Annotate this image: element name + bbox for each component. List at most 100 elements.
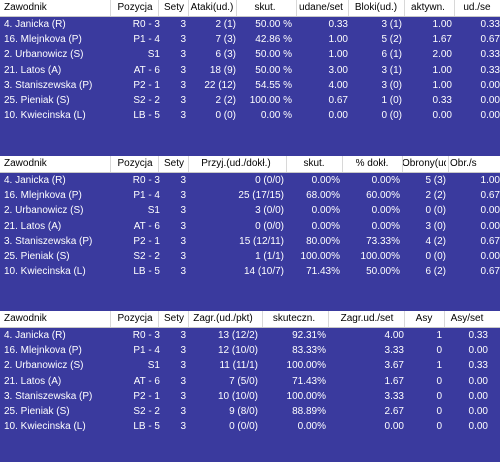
- column-divider[interactable]: [110, 0, 111, 16]
- column-header[interactable]: ud./se: [463, 2, 491, 13]
- stats-table-3: Zawodnik Pozycja Sety Zagr.(ud./pkt) skutecz…: [0, 311, 500, 434]
- column-divider[interactable]: [404, 311, 405, 327]
- table-cell: 9 (8/0): [229, 405, 258, 417]
- table-row[interactable]: 21. Latos (A) AT - 6 3 18 (9) 50.00 % 3.00 3 (…: [0, 63, 500, 78]
- column-divider[interactable]: [342, 156, 343, 172]
- column-divider[interactable]: [158, 311, 159, 327]
- column-divider[interactable]: [110, 311, 111, 327]
- column-header[interactable]: Asy: [415, 313, 433, 324]
- table-cell: S1: [147, 360, 160, 372]
- player-name: 2. Urbanowicz (S): [4, 205, 84, 217]
- column-header[interactable]: Przyj.(ud./dokł.): [201, 158, 271, 169]
- column-divider[interactable]: [188, 156, 189, 172]
- column-divider[interactable]: [262, 311, 263, 327]
- table-row[interactable]: 4. Janicka (R) R0 - 3 3 13 (12/2) 92.31% 4.00…: [0, 328, 500, 343]
- column-header[interactable]: aktywn.: [411, 2, 445, 13]
- column-divider[interactable]: [402, 156, 403, 172]
- table-row[interactable]: 4. Janicka (R) R0 - 3 3 2 (1) 50.00 % 0.33 3 (…: [0, 17, 500, 32]
- column-header[interactable]: Sety: [163, 313, 184, 324]
- table-cell: 92.31%: [292, 330, 326, 341]
- table-row[interactable]: 16. Mlejnkova (P) P1 - 4 3 7 (3) 42.86 % 1.00…: [0, 32, 500, 47]
- column-header[interactable]: Bloki(ud.): [354, 2, 398, 13]
- column-divider[interactable]: [328, 311, 329, 327]
- column-header[interactable]: skut.: [254, 2, 276, 13]
- table-row[interactable]: 16. Mlejnkova (P) P1 - 4 3 12 (10/0) 83.33% 3…: [0, 343, 500, 358]
- column-divider[interactable]: [188, 0, 189, 16]
- table-row[interactable]: 25. Pieniak (S) S2 - 2 3 1 (1/1) 100.00% 100.…: [0, 249, 500, 264]
- table-cell: 0 (0/0): [255, 175, 284, 186]
- table-cell: 0 (0): [425, 250, 446, 262]
- table-row[interactable]: 2. Urbanowicz (S) S1 3 3 (0/0) 0.00% 0.00% 0 (…: [0, 203, 500, 218]
- column-divider[interactable]: [286, 156, 287, 172]
- column-header[interactable]: udane/set: [299, 2, 343, 13]
- column-divider[interactable]: [296, 0, 297, 16]
- table-row[interactable]: 3. Staniszewska (P) P2 - 1 3 10 (10/0) 100.0…: [0, 389, 500, 404]
- column-divider[interactable]: [448, 156, 449, 172]
- table-cell: 3: [180, 190, 186, 202]
- column-header[interactable]: Zawodnik: [4, 158, 47, 169]
- table-row[interactable]: 2. Urbanowicz (S) S1 3 6 (3) 50.00 % 1.00 6 (1…: [0, 47, 500, 62]
- table-cell: 1.00: [328, 49, 348, 61]
- column-divider[interactable]: [404, 0, 405, 16]
- table-cell: 3: [180, 205, 186, 217]
- table-header[interactable]: Zawodnik Pozycja Sety Zagr.(ud./pkt) skutecz…: [0, 311, 500, 328]
- table-cell: 3: [180, 94, 186, 106]
- column-header[interactable]: Pozycja: [117, 158, 153, 169]
- table-row[interactable]: 2. Urbanowicz (S) S1 3 11 (11/1) 100.00% 3.67…: [0, 358, 500, 373]
- table-cell: 5 (3): [425, 175, 446, 186]
- table-cell: P2 - 1: [133, 390, 160, 402]
- table-row[interactable]: 25. Pieniak (S) S2 - 2 3 9 (8/0) 88.89% 2.67 0…: [0, 404, 500, 419]
- table-cell: 10 (10/0): [217, 390, 258, 402]
- table-cell: 2.00: [432, 49, 452, 61]
- table-row[interactable]: 16. Mlejnkova (P) P1 - 4 3 25 (17/15) 68.00%…: [0, 188, 500, 203]
- table-cell: S2 - 2: [133, 405, 160, 417]
- column-divider[interactable]: [188, 311, 189, 327]
- column-header[interactable]: Zawodnik: [4, 2, 47, 13]
- column-divider[interactable]: [236, 0, 237, 16]
- column-header[interactable]: Pozycja: [117, 313, 153, 324]
- table-cell: 0.00%: [297, 421, 326, 433]
- table-row[interactable]: 25. Pieniak (S) S2 - 2 3 2 (2) 100.00 % 0.67 1…: [0, 93, 500, 108]
- table-row[interactable]: 10. Kwiecinska (L) LB - 5 3 14 (10/7) 71.43%…: [0, 264, 500, 279]
- table-cell: 100.00%: [360, 250, 400, 262]
- column-header[interactable]: Asy/set: [450, 313, 484, 324]
- table-cell: 50.00 %: [255, 19, 292, 30]
- column-header[interactable]: skut.: [303, 158, 325, 169]
- column-header[interactable]: skuteczn.: [272, 313, 316, 324]
- table-row[interactable]: 21. Latos (A) AT - 6 3 0 (0/0) 0.00% 0.00% 3 (…: [0, 219, 500, 234]
- table-header[interactable]: Zawodnik Pozycja Sety Przyj.(ud./dokł.) skut…: [0, 156, 500, 173]
- table-row[interactable]: 10. Kwiecinska (L) LB - 5 3 0 (0/0) 0.00% 0.0…: [0, 419, 500, 434]
- player-name: 25. Pieniak (S): [4, 94, 70, 106]
- player-name: 10. Kwiecinska (L): [4, 110, 86, 122]
- table-cell: 1.00: [480, 175, 500, 186]
- column-header[interactable]: Zagr.(ud./pkt): [193, 313, 253, 324]
- table-row[interactable]: 3. Staniszewska (P) P2 - 1 3 22 (12) 54.55 %…: [0, 78, 500, 93]
- table-row[interactable]: 10. Kwiecinska (L) LB - 5 3 0 (0) 0.00 % 0.00…: [0, 108, 500, 123]
- column-header[interactable]: Zawodnik: [4, 313, 47, 324]
- table-row[interactable]: 21. Latos (A) AT - 6 3 7 (5/0) 71.43% 1.67 0 0.…: [0, 374, 500, 389]
- column-header[interactable]: Obrony(ud.): [402, 158, 446, 169]
- column-divider[interactable]: [444, 311, 445, 327]
- table-cell: 0 (0/0): [229, 421, 258, 433]
- column-header[interactable]: Zagr.ud./set: [340, 313, 394, 324]
- column-header[interactable]: Pozycja: [117, 2, 153, 13]
- table-header[interactable]: Zawodnik Pozycja Sety Ataki(ud.) skut. udane/…: [0, 0, 500, 17]
- table-cell: AT - 6: [133, 64, 160, 76]
- column-divider[interactable]: [158, 0, 159, 16]
- table-row[interactable]: 3. Staniszewska (P) P2 - 1 3 15 (12/11) 80.0…: [0, 234, 500, 249]
- column-header[interactable]: Sety: [163, 2, 184, 13]
- table-cell: 0.00: [468, 345, 488, 357]
- table-cell: 4.00: [328, 79, 348, 91]
- column-divider[interactable]: [348, 0, 349, 16]
- column-divider[interactable]: [158, 156, 159, 172]
- table-cell: 50.00%: [366, 266, 400, 278]
- table-cell: 7 (5/0): [229, 375, 258, 387]
- table-row[interactable]: 4. Janicka (R) R0 - 3 3 0 (0/0) 0.00% 0.00% 5 …: [0, 173, 500, 188]
- column-header[interactable]: Ataki(ud.): [190, 2, 234, 13]
- column-divider[interactable]: [110, 156, 111, 172]
- column-header[interactable]: Sety: [163, 158, 184, 169]
- table-cell: 0.00: [468, 390, 488, 402]
- column-header[interactable]: % dokł.: [355, 158, 389, 169]
- column-divider[interactable]: [454, 0, 455, 16]
- column-header[interactable]: Obr./s: [450, 158, 477, 169]
